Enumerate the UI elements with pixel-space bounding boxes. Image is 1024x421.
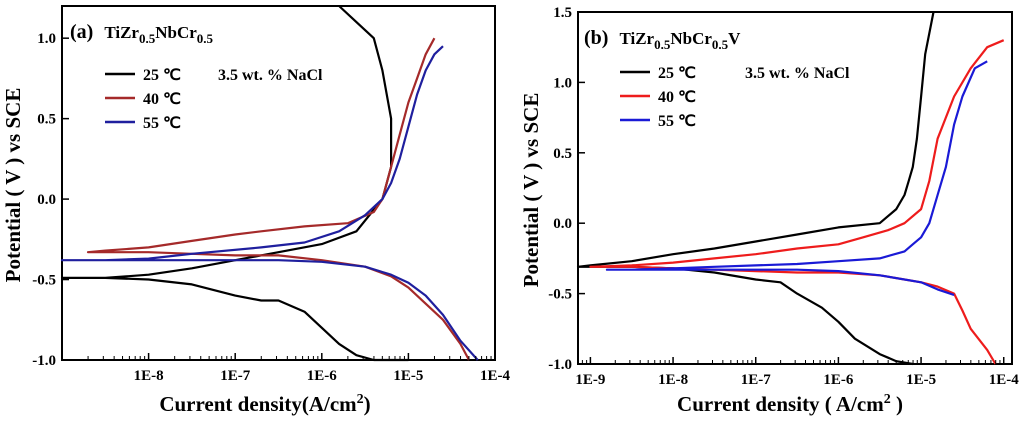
panel-b: 1E-9 1E-8 1E-7 1E-6 1E-5 1E-4 -1.0 -0.5 0.0 0.5 1… bbox=[519, 5, 1019, 416]
legend-label-3-a: 55 ℃ bbox=[143, 115, 181, 132]
y-tick-label-2-a: 0.0 bbox=[37, 192, 56, 208]
legend-label-3-b: 55 ℃ bbox=[658, 113, 696, 130]
title-sub2-b: 0.5 bbox=[712, 37, 729, 52]
title-base-a: TiZr bbox=[104, 23, 139, 42]
curves-b bbox=[576, 11, 1005, 366]
xlabel-end-a: ) bbox=[364, 392, 371, 416]
legend-label-2-a: 40 ℃ bbox=[143, 91, 181, 108]
x-tick-label-2-b: 1E-7 bbox=[741, 372, 772, 388]
legend-a: 25 ℃ 40 ℃ 55 ℃ bbox=[105, 67, 181, 132]
x-tick-label-0-b: 1E-9 bbox=[575, 372, 605, 388]
annotation-b: 3.5 wt. % NaCl bbox=[745, 65, 850, 82]
curves-a bbox=[60, 5, 479, 362]
legend-b: 25 ℃ 40 ℃ 55 ℃ bbox=[620, 65, 696, 130]
xlabel-main-b: Current density ( A/cm bbox=[677, 392, 884, 416]
y-axis-label-a: Potential ( V ) vs SCE bbox=[1, 88, 25, 283]
y-axis-label-b: Potential ( V ) vs SCE bbox=[519, 93, 543, 288]
legend-label-1-b: 25 ℃ bbox=[658, 65, 696, 82]
series-line-2-b bbox=[589, 39, 1005, 365]
y-ticks-a: -1.0 -0.5 0.0 0.5 1.0 bbox=[32, 31, 69, 369]
plot-frame-a bbox=[61, 5, 496, 361]
y-ticks-b: -1.0 -0.5 0.0 0.5 1.0 1.5 bbox=[548, 5, 585, 373]
y-tick-label-1-b: -0.5 bbox=[548, 287, 572, 303]
x-tick-label-4-b: 1E-5 bbox=[906, 372, 936, 388]
legend-label-1-a: 25 ℃ bbox=[143, 67, 181, 84]
y-tick-label-3-b: 0.5 bbox=[553, 146, 572, 162]
x-tick-label-3-a: 1E-5 bbox=[393, 368, 423, 384]
x-tick-label-3-b: 1E-6 bbox=[823, 372, 854, 388]
x-tick-label-2-a: 1E-6 bbox=[307, 368, 338, 384]
title-sub1-a: 0.5 bbox=[139, 31, 156, 46]
y-tick-label-0-b: -1.0 bbox=[548, 357, 572, 373]
x-axis-label-b: Current density ( A/cm2 ) bbox=[677, 392, 903, 416]
panel-label-b: (b) bbox=[584, 27, 608, 49]
series-line-3-b bbox=[605, 60, 988, 297]
y-tick-label-0-a: -1.0 bbox=[32, 353, 56, 369]
x-ticks-a: 1E-8 1E-7 1E-6 1E-5 1E-4 bbox=[87, 353, 511, 384]
y-tick-label-1-a: -0.5 bbox=[32, 273, 56, 289]
annotation-a: 3.5 wt. % NaCl bbox=[218, 67, 323, 84]
series-line-1-a bbox=[60, 5, 409, 362]
x-tick-label-4-a: 1E-4 bbox=[480, 368, 511, 384]
y-tick-label-2-b: 0.0 bbox=[553, 216, 572, 232]
x-ticks-b: 1E-9 1E-8 1E-7 1E-6 1E-5 1E-4 bbox=[575, 357, 1019, 388]
series-line-1-b bbox=[576, 11, 935, 366]
series-line-2-a bbox=[86, 37, 470, 361]
title-base-b: TiZr bbox=[619, 29, 654, 48]
x-axis-label-a: Current density(A/cm2) bbox=[159, 392, 370, 416]
title-mid-a: NbCr bbox=[155, 23, 197, 42]
x-tick-label-1-b: 1E-8 bbox=[658, 372, 688, 388]
title-sub2-a: 0.5 bbox=[197, 31, 214, 46]
y-tick-label-5-b: 1.5 bbox=[553, 5, 572, 21]
panel-a: 1E-8 1E-7 1E-6 1E-5 1E-4 -1.0 -0.5 0.0 0.5 1.0 (… bbox=[1, 5, 511, 416]
x-tick-label-1-a: 1E-7 bbox=[220, 368, 251, 384]
x-tick-label-5-b: 1E-4 bbox=[989, 372, 1020, 388]
panel-title-a: (a) TiZr0.5NbCr0.5 bbox=[70, 21, 214, 46]
xlabel-end-b: ) bbox=[891, 392, 903, 416]
series-line-3-a bbox=[60, 45, 479, 361]
y-tick-label-3-a: 0.5 bbox=[37, 112, 56, 128]
panel-label-a: (a) bbox=[70, 21, 93, 43]
legend-label-2-b: 40 ℃ bbox=[658, 89, 696, 106]
y-tick-label-4-a: 1.0 bbox=[37, 31, 56, 47]
x-tick-label-0-a: 1E-8 bbox=[134, 368, 164, 384]
title-tail-b: V bbox=[728, 29, 741, 48]
xlabel-main-a: Current density(A/cm bbox=[159, 392, 357, 416]
panel-title-b: (b) TiZr0.5NbCr0.5V bbox=[584, 27, 741, 52]
xlabel-sup-a: 2 bbox=[357, 392, 364, 407]
title-sub1-b: 0.5 bbox=[654, 37, 671, 52]
title-mid-b: NbCr bbox=[670, 29, 712, 48]
xlabel-sup-b: 2 bbox=[884, 392, 891, 407]
y-tick-label-4-b: 1.0 bbox=[553, 75, 572, 91]
